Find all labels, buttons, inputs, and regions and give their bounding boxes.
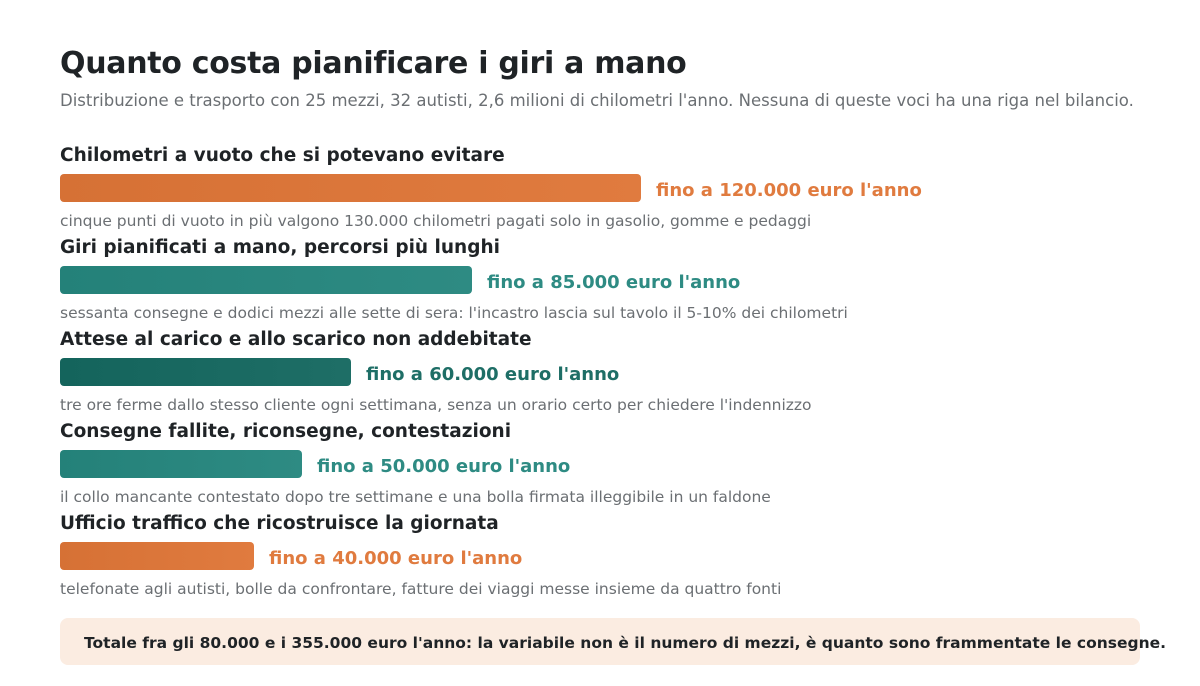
cost-bar: [60, 358, 351, 386]
cost-bar-row: fino a 120.000 euro l'anno: [60, 174, 1140, 202]
cost-item-label: Ufficio traffico che ricostruisce la gio…: [60, 513, 499, 534]
cost-bar-row: fino a 50.000 euro l'anno: [60, 450, 1140, 478]
cost-item-note: sessanta consegne e dodici mezzi alle se…: [60, 304, 848, 322]
cost-bar-value-label: fino a 50.000 euro l'anno: [317, 456, 571, 477]
cost-item-note: cinque punti di vuoto in più valgono 130…: [60, 212, 812, 230]
cost-bar: [60, 450, 302, 478]
cost-item-note: il collo mancante contestato dopo tre se…: [60, 488, 771, 506]
cost-breakdown-panel: Quanto costa pianificare i giri a mano D…: [60, 44, 1166, 665]
page-subtitle: Distribuzione e trasporto con 25 mezzi, …: [60, 91, 1134, 110]
cost-bar-value-label: fino a 60.000 euro l'anno: [366, 364, 620, 385]
cost-bar-value-label: fino a 85.000 euro l'anno: [487, 272, 741, 293]
cost-item-label: Giri pianificati a mano, percorsi più lu…: [60, 237, 500, 258]
total-summary-box: Totale fra gli 80.000 e i 355.000 euro l…: [60, 618, 1167, 665]
cost-item: Giri pianificati a mano, percorsi più lu…: [60, 236, 1140, 328]
cost-items-list: Chilometri a vuoto che si potevano evita…: [60, 144, 1140, 604]
cost-item-label: Consegne fallite, riconsegne, contestazi…: [60, 421, 512, 442]
cost-item: Attese al carico e allo scarico non adde…: [60, 328, 1140, 420]
cost-item: Ufficio traffico che ricostruisce la gio…: [60, 512, 1140, 604]
cost-item: Consegne fallite, riconsegne, contestazi…: [60, 420, 1140, 512]
total-summary-text: Totale fra gli 80.000 e i 355.000 euro l…: [84, 634, 1167, 652]
cost-bar-value-label: fino a 120.000 euro l'anno: [656, 180, 922, 201]
cost-bar-row: fino a 60.000 euro l'anno: [60, 358, 1140, 386]
cost-bar: [60, 266, 472, 294]
cost-bar-row: fino a 85.000 euro l'anno: [60, 266, 1140, 294]
page-title: Quanto costa pianificare i giri a mano: [60, 46, 687, 81]
cost-bar: [60, 174, 641, 202]
cost-item-note: tre ore ferme dallo stesso cliente ogni …: [60, 396, 812, 414]
cost-item-label: Chilometri a vuoto che si potevano evita…: [60, 145, 505, 166]
cost-bar-row: fino a 40.000 euro l'anno: [60, 542, 1140, 570]
cost-bar: [60, 542, 254, 570]
cost-bar-value-label: fino a 40.000 euro l'anno: [269, 548, 523, 569]
cost-item: Chilometri a vuoto che si potevano evita…: [60, 144, 1140, 236]
cost-item-note: telefonate agli autisti, bolle da confro…: [60, 580, 782, 598]
cost-item-label: Attese al carico e allo scarico non adde…: [60, 329, 532, 350]
